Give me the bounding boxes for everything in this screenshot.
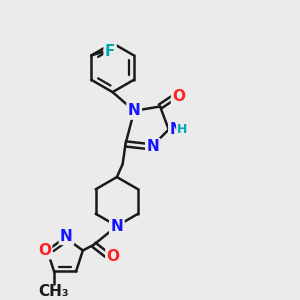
Text: N: N (169, 122, 182, 137)
Text: N: N (110, 218, 123, 233)
Text: N: N (60, 229, 73, 244)
Text: O: O (106, 249, 120, 264)
Text: O: O (38, 243, 51, 258)
Text: F: F (105, 44, 115, 59)
Text: N: N (146, 139, 159, 154)
Text: CH₃: CH₃ (39, 284, 69, 299)
Text: O: O (172, 89, 185, 104)
Text: H: H (177, 123, 188, 136)
Text: N: N (128, 103, 140, 118)
